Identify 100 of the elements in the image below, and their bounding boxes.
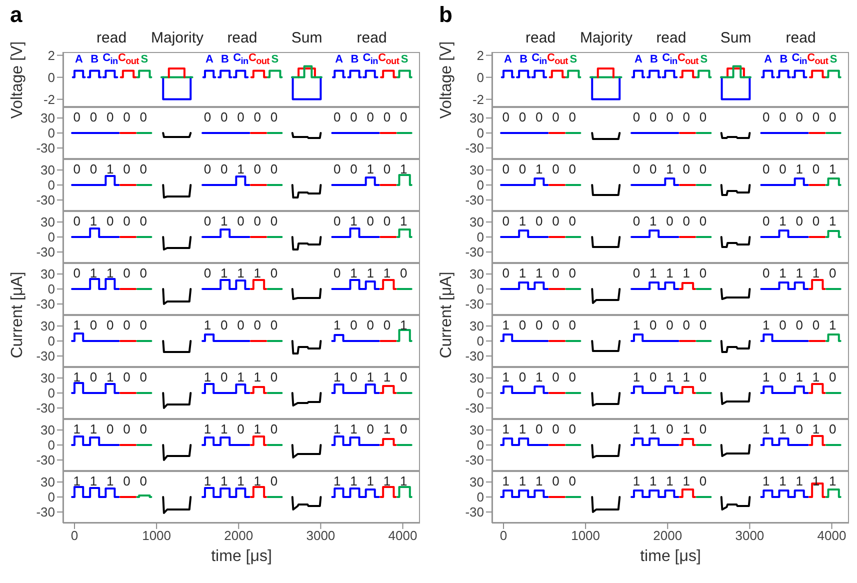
y-tick-label: 30 xyxy=(40,266,55,282)
series-label: C$_{out}$ xyxy=(378,52,400,67)
x-tick-label: 4000 xyxy=(388,528,418,544)
series-label: A xyxy=(205,53,214,66)
x-axis-title: time [μs] xyxy=(211,548,272,566)
series-label: C$_{out}$ xyxy=(677,52,698,67)
x-tick-label: 2000 xyxy=(224,528,254,544)
series-label: S xyxy=(830,53,837,66)
annotation: 1 1 1 1 0 xyxy=(632,474,710,488)
y-tick-label: -30 xyxy=(465,400,484,416)
y-tick-label: -30 xyxy=(36,244,55,260)
y-tick-label: 30 xyxy=(40,162,55,178)
y-tick-label: 0 xyxy=(476,438,484,453)
y-tick-label: -30 xyxy=(36,192,55,208)
y-tick-label: -30 xyxy=(465,296,484,312)
annotation: 0 1 0 0 1 xyxy=(762,214,840,228)
chart-title: a xyxy=(10,2,22,28)
y-tick-label: 0 xyxy=(48,126,55,141)
annotation: 1 1 0 0 0 xyxy=(73,422,150,436)
y-tick-label: 0 xyxy=(48,334,55,349)
annotation: 0 0 1 0 1 xyxy=(762,162,840,176)
annotation: 0 1 1 1 0 xyxy=(632,266,710,280)
annotation: 0 0 1 0 0 xyxy=(204,162,281,176)
series-label: S xyxy=(271,53,278,66)
annotation: 1 0 1 1 0 xyxy=(333,370,410,384)
y-tick-label: -30 xyxy=(465,192,484,208)
annotation: 0 0 0 0 0 xyxy=(762,110,840,124)
x-tick-label: 1000 xyxy=(571,528,600,544)
y-tick-label: 0 xyxy=(476,70,484,85)
annotation: 0 1 1 0 0 xyxy=(73,266,150,280)
text: read xyxy=(656,30,686,46)
y-axis-title: Voltage [V] xyxy=(438,40,456,118)
annotation: 1 0 0 0 1 xyxy=(333,318,410,332)
y-tick-label: 0 xyxy=(476,282,484,297)
series-label: C$_{in}$ xyxy=(362,52,378,67)
annotation: 1 1 1 0 0 xyxy=(73,474,150,488)
y-tick-label: 0 xyxy=(476,178,484,193)
annotation: 1 1 0 1 0 xyxy=(762,422,840,436)
series-label: B xyxy=(520,53,528,66)
y-tick-label: -30 xyxy=(36,504,55,520)
annotation: 0 1 1 1 0 xyxy=(204,266,281,280)
annotation: 1 1 1 1 1 xyxy=(333,474,410,488)
y-tick-label: -30 xyxy=(36,400,55,416)
y-tick-label: 0 xyxy=(48,230,55,245)
y-tick-label: 30 xyxy=(470,266,484,282)
x-tick-label: 1000 xyxy=(142,528,172,544)
annotation: 1 1 0 1 0 xyxy=(204,422,281,436)
series-label: A xyxy=(74,53,83,66)
annotation: 0 0 1 0 0 xyxy=(502,162,579,176)
series-label: C$_{out}$ xyxy=(807,52,828,67)
annotation: 1 0 0 0 0 xyxy=(632,318,710,332)
x-axis-title: time [μs] xyxy=(640,548,701,566)
annotation: 1 0 1 1 0 xyxy=(204,370,281,384)
text: read xyxy=(786,30,816,46)
series-label: S xyxy=(700,53,708,66)
annotation: 1 1 0 1 0 xyxy=(333,422,410,436)
y-tick-label: 30 xyxy=(470,422,484,438)
y-tick-label: 0 xyxy=(476,334,484,349)
text: read xyxy=(96,30,127,46)
annotation: 1 0 1 0 0 xyxy=(502,370,579,384)
text: Majority xyxy=(150,30,204,46)
x-tick-label: 3000 xyxy=(306,528,336,544)
y-tick-label: 0 xyxy=(476,490,484,505)
annotation: 0 0 0 0 0 xyxy=(204,110,281,124)
y-tick-label: 30 xyxy=(470,214,484,230)
annotation: 0 1 1 0 0 xyxy=(502,266,579,280)
text: read xyxy=(356,30,387,46)
annotation: 0 1 0 0 0 xyxy=(502,214,579,228)
y-tick-label: 0 xyxy=(476,386,484,401)
y-tick-label: 30 xyxy=(470,474,484,490)
y-tick-label: 2 xyxy=(48,48,55,63)
annotation: 0 0 0 0 0 xyxy=(632,110,710,124)
y-tick-label: -30 xyxy=(36,296,55,312)
series-label: C$_{out}$ xyxy=(546,52,568,67)
x-tick-label: 0 xyxy=(500,528,508,544)
annotation: 1 1 0 0 0 xyxy=(502,422,579,436)
y-tick-label: 30 xyxy=(40,110,55,126)
annotation: 0 0 0 0 0 xyxy=(502,110,579,124)
text: read xyxy=(227,30,258,46)
annotation: 1 0 0 0 1 xyxy=(762,318,840,332)
annotation: 1 0 1 1 0 xyxy=(632,370,710,384)
y-tick-label: 30 xyxy=(40,370,55,386)
y-axis-title: Voltage [V] xyxy=(9,40,27,118)
series-label: C$_{in}$ xyxy=(792,52,807,67)
y-tick-label: 30 xyxy=(470,162,484,178)
series-label: B xyxy=(650,53,658,66)
y-tick-label: -30 xyxy=(465,452,484,468)
y-tick-label: 30 xyxy=(40,422,55,438)
series-label: B xyxy=(350,53,358,66)
y-tick-label: 2 xyxy=(476,48,484,63)
y-tick-label: 30 xyxy=(40,474,55,490)
series-label: S xyxy=(570,53,577,66)
y-axis-title: Current [μA] xyxy=(9,272,27,358)
annotation: 0 0 1 0 1 xyxy=(333,162,410,176)
y-tick-label: 0 xyxy=(476,126,484,141)
series-label: B xyxy=(90,53,98,66)
annotation: 0 0 0 0 0 xyxy=(333,110,410,124)
annotation: 0 1 0 0 0 xyxy=(73,214,150,228)
series-label: C$_{in}$ xyxy=(662,52,678,67)
y-tick-label: -30 xyxy=(465,348,484,364)
